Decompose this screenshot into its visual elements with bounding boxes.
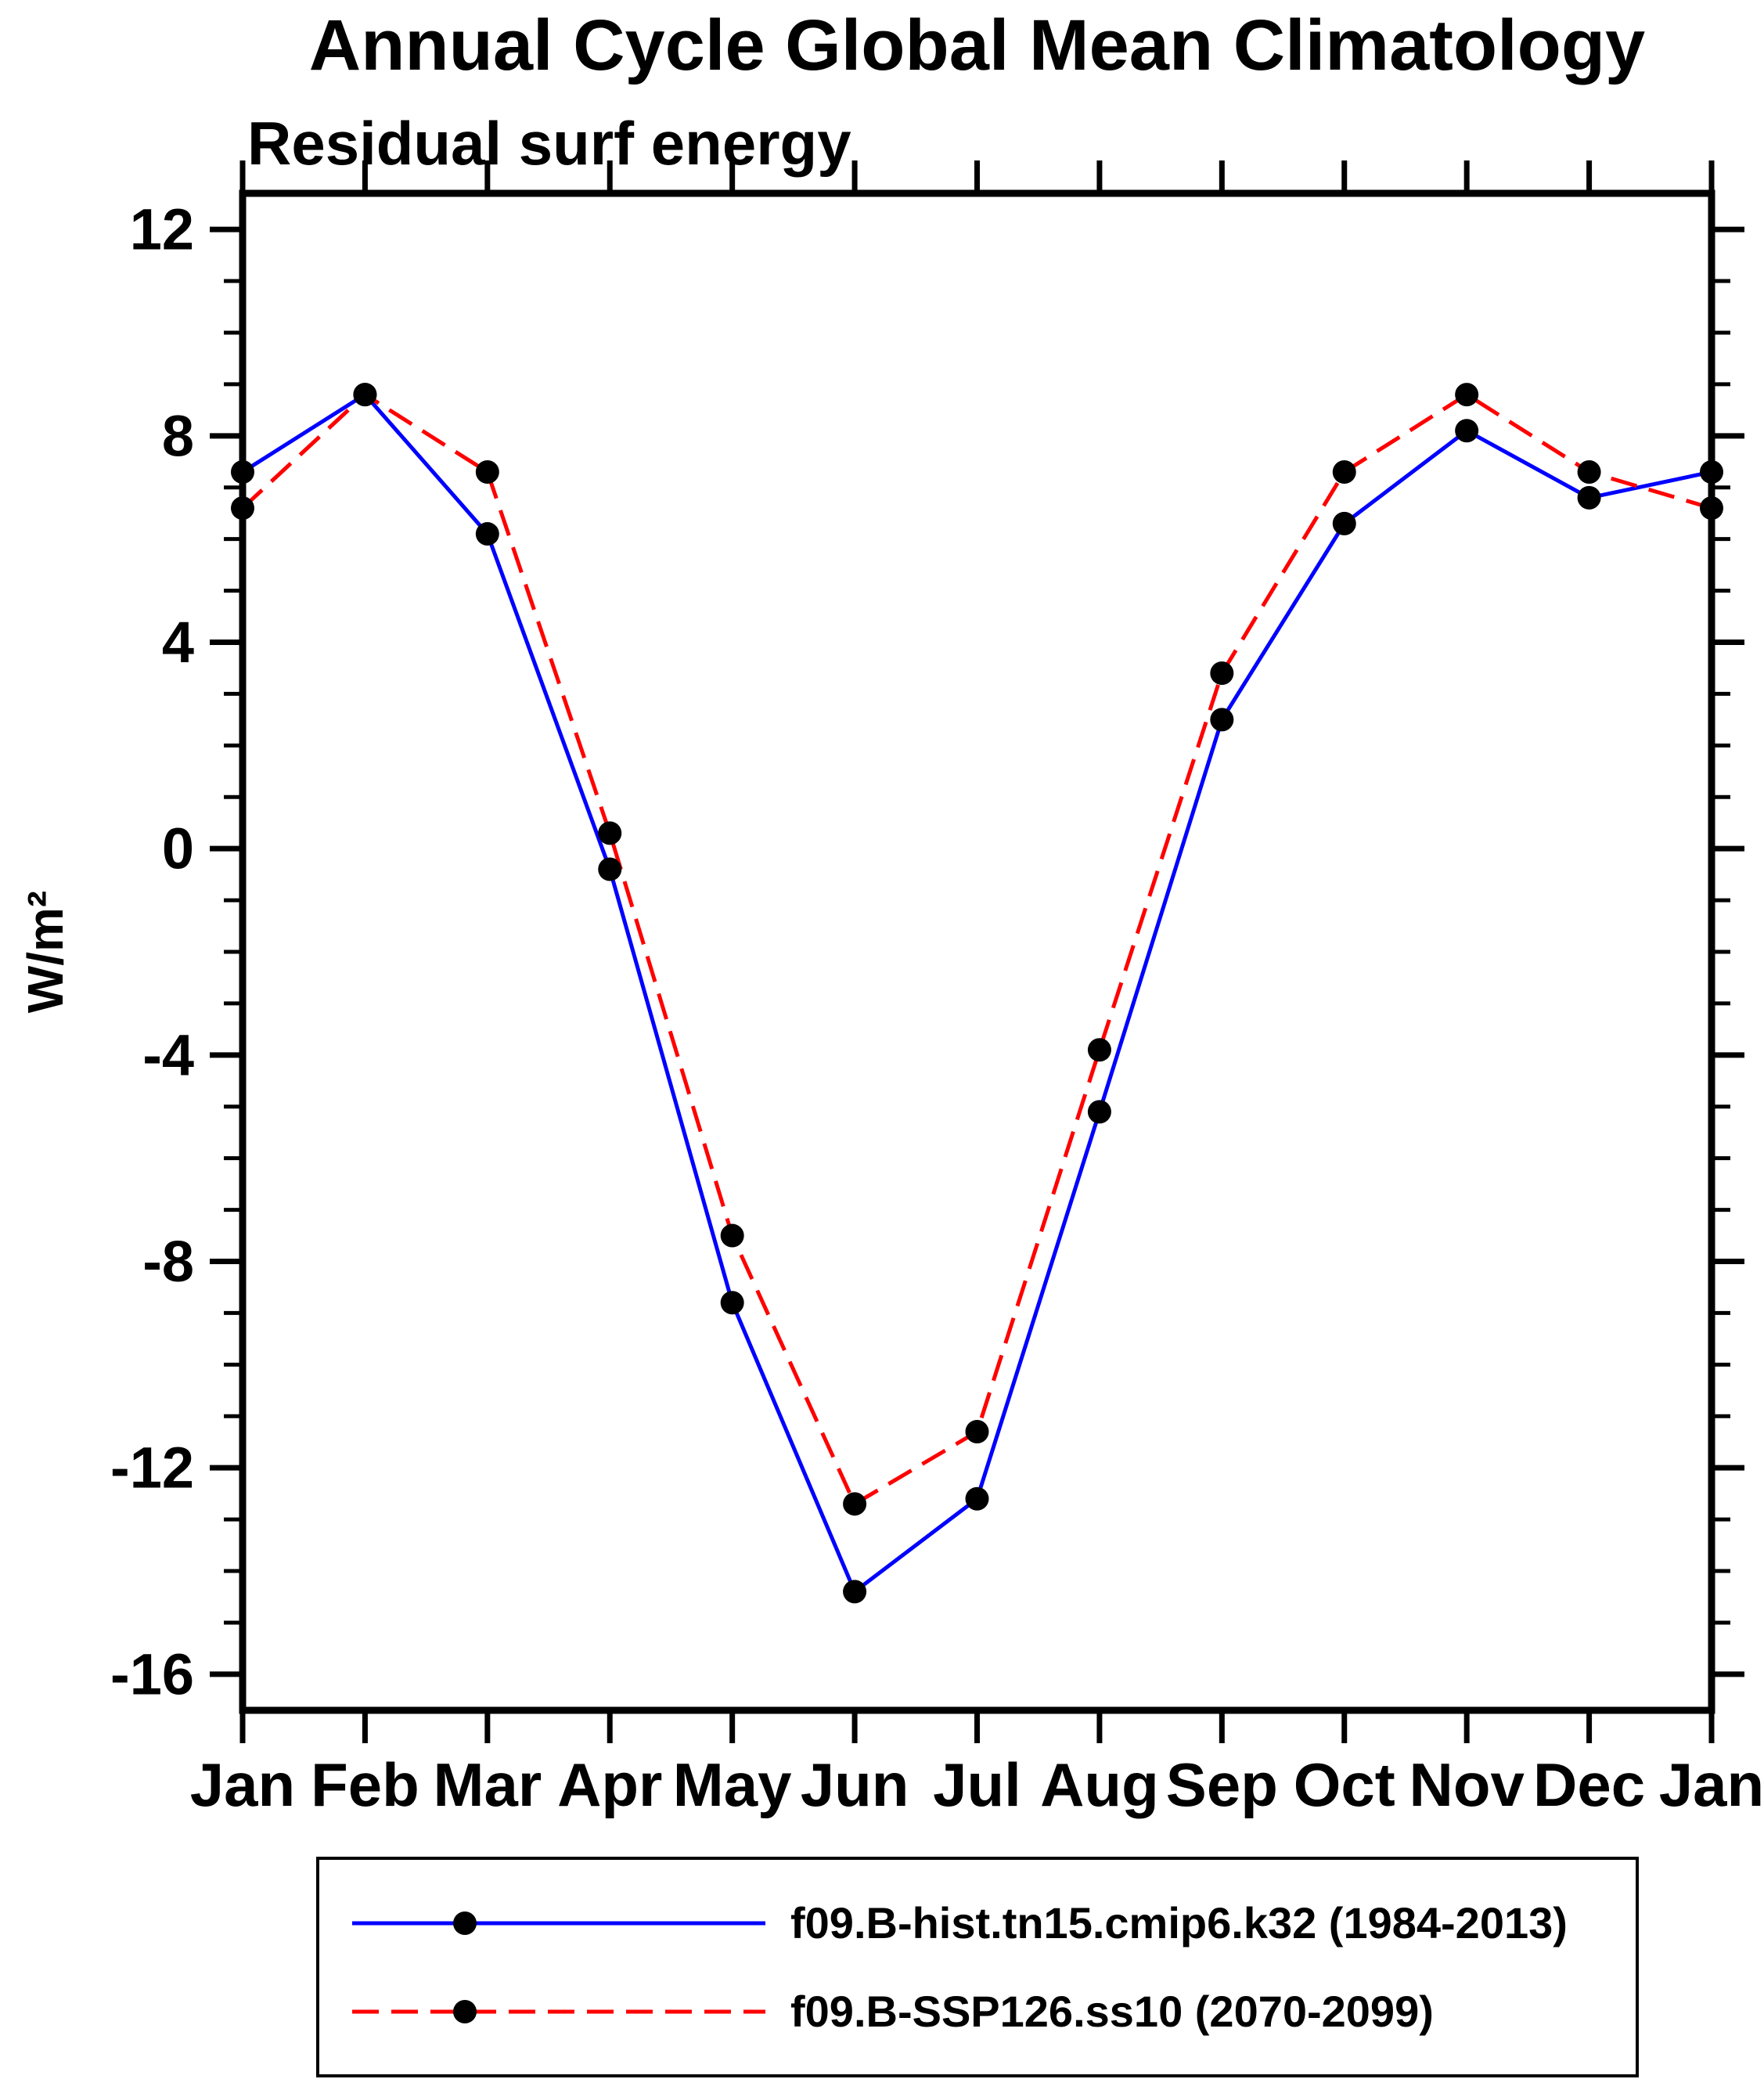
data-point-marker — [843, 1492, 867, 1516]
data-point-marker — [231, 496, 254, 521]
series-line-0 — [241, 391, 1712, 1595]
data-point-marker — [598, 857, 622, 881]
x-tick-label: Dec — [1533, 1750, 1645, 1819]
y-tick-label: 4 — [162, 610, 194, 675]
x-tick-label: Jun — [801, 1750, 909, 1819]
data-point-marker — [1087, 1100, 1111, 1124]
data-point-marker — [1577, 485, 1601, 510]
legend-item-hist: f09.B-hist.tn15.cmip6.k32 (1984-2013) — [347, 1897, 1636, 1948]
axis-frame — [239, 189, 1715, 1714]
y-tick-label: 8 — [162, 403, 194, 468]
data-point-marker — [1455, 383, 1479, 407]
x-tick-label: Nov — [1409, 1750, 1525, 1819]
x-tick-label: Jan — [190, 1750, 295, 1819]
y-tick-label: -16 — [110, 1641, 194, 1706]
y-tick-label: 0 — [162, 816, 194, 881]
legend: f09.B-hist.tn15.cmip6.k32 (1984-2013) f0… — [316, 1857, 1639, 2077]
data-point-marker — [843, 1580, 867, 1604]
x-tick-label: Feb — [311, 1750, 419, 1819]
data-point-marker — [353, 383, 377, 407]
data-point-marker — [1577, 459, 1601, 484]
x-tick-label: Apr — [557, 1750, 662, 1819]
data-point-marker — [965, 1486, 989, 1511]
data-point-marker — [1087, 1038, 1111, 1062]
data-point-marker — [965, 1420, 989, 1444]
legend-label-hist: f09.B-hist.tn15.cmip6.k32 (1984-2013) — [790, 1898, 1568, 1947]
legend-item-ssp126: f09.B-SSP126.ss10 (2070-2099) — [347, 1986, 1636, 2037]
data-point-marker — [475, 522, 499, 546]
data-point-marker — [1210, 661, 1234, 686]
x-tick-label: Sep — [1166, 1750, 1278, 1819]
y-tick-label: -8 — [142, 1229, 194, 1294]
x-tick-label: Mar — [433, 1750, 542, 1819]
x-tick-label: Jul — [933, 1750, 1021, 1819]
legend-marker-ssp126 — [453, 1999, 477, 2023]
data-point-marker — [1332, 511, 1356, 535]
data-point-marker — [475, 459, 499, 484]
chart-title: Annual Cycle Global Mean Climatology — [308, 5, 1646, 85]
data-point-marker — [1210, 708, 1234, 732]
legend-marker-hist — [453, 1911, 477, 1935]
chart-subtitle: Residual surf energy — [247, 109, 851, 178]
data-point-marker — [1700, 496, 1723, 521]
legend-label-ssp126: f09.B-SSP126.ss10 (2070-2099) — [790, 1987, 1434, 2036]
series-line-1 — [241, 391, 1712, 1507]
data-point-marker — [1332, 459, 1356, 484]
legend-sample-line-hist — [352, 1911, 765, 1935]
y-axis-label: W/m² — [17, 890, 74, 1014]
data-point-marker — [231, 459, 254, 484]
legend-sample-line-ssp126 — [352, 1999, 765, 2023]
data-point-marker — [1700, 459, 1723, 484]
x-tick-label: May — [673, 1750, 792, 1819]
data-point-marker — [720, 1223, 744, 1248]
data-point-marker — [720, 1291, 744, 1315]
y-tick-label: -4 — [142, 1022, 194, 1087]
x-tick-label: Aug — [1040, 1750, 1159, 1819]
y-tick-label: -12 — [110, 1436, 194, 1501]
x-tick-label: Jan — [1659, 1750, 1764, 1819]
data-point-marker — [598, 821, 622, 845]
y-tick-label: 12 — [130, 197, 194, 262]
data-point-marker — [1455, 419, 1479, 443]
x-tick-label: Oct — [1294, 1750, 1395, 1819]
